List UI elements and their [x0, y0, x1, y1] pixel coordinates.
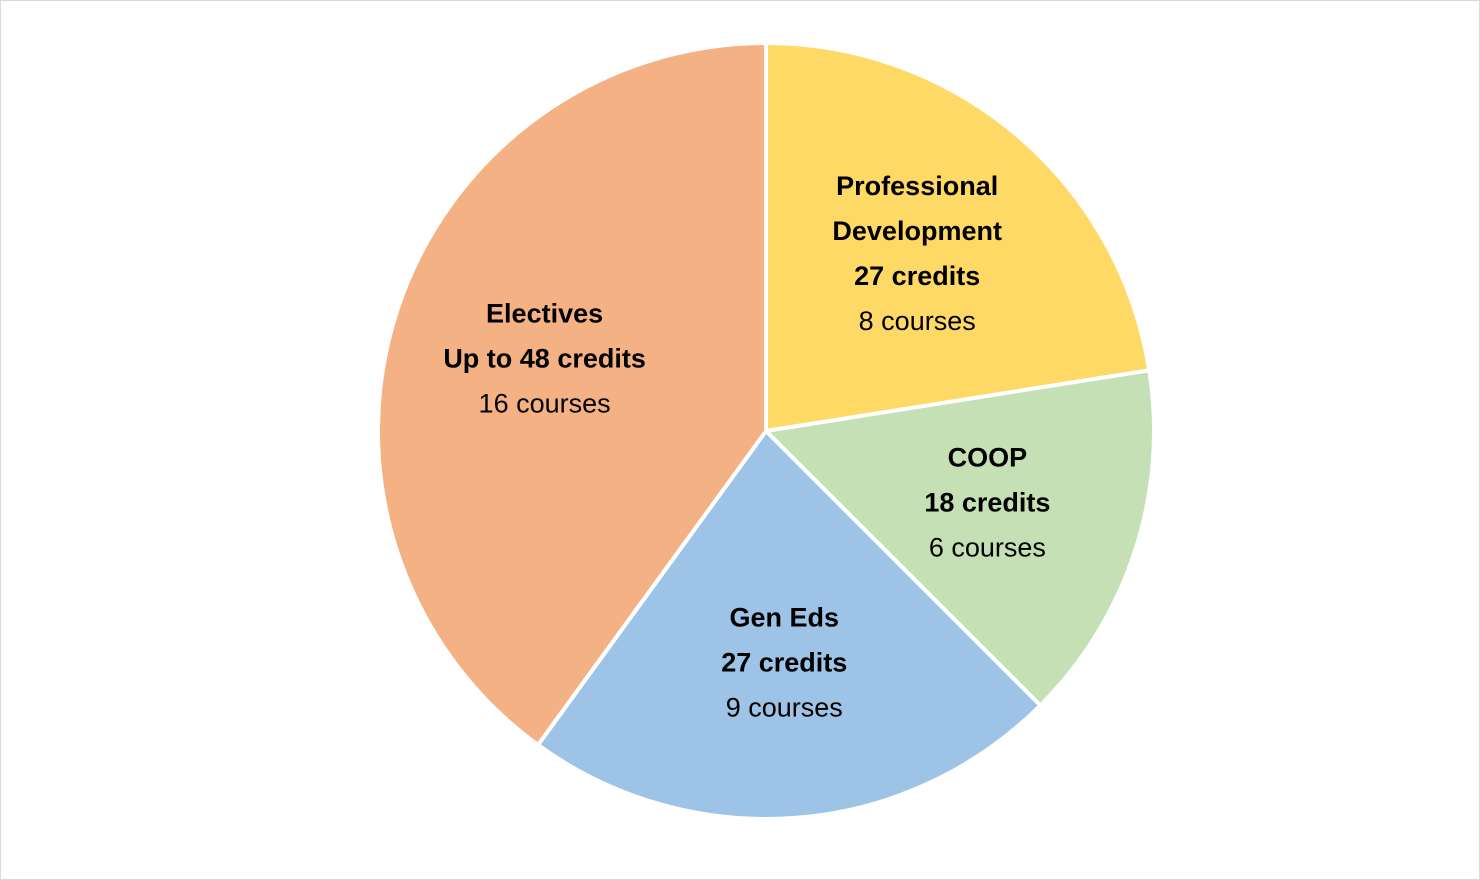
category-label: Gen Eds — [729, 602, 840, 633]
slice-label: Professional Development 27 credits 8 cour… — [767, 164, 1067, 344]
pie-slice — [376, 41, 768, 747]
slice-label: Electives Up to 48 credits 16 courses — [395, 292, 695, 427]
credits-label: 27 credits — [854, 260, 981, 291]
credits-label: Up to 48 credits — [443, 343, 646, 374]
courses-label: 8 courses — [858, 305, 976, 336]
courses-label: 16 courses — [478, 388, 611, 419]
category-label: Professional Development — [832, 170, 1002, 246]
category-label: COOP — [947, 442, 1028, 473]
credits-label: 27 credits — [721, 647, 848, 678]
pie-slice — [764, 41, 1152, 433]
slice-label: Gen Eds 27 credits 9 courses — [634, 596, 934, 731]
slice-label: COOP 18 credits 6 courses — [837, 435, 1137, 570]
pie-slice — [764, 368, 1156, 708]
category-label: Electives — [486, 298, 604, 329]
courses-label: 9 courses — [725, 692, 843, 723]
credits-label: 18 credits — [924, 487, 1051, 518]
pie-slice — [535, 429, 1043, 821]
courses-label: 6 courses — [928, 532, 1046, 563]
